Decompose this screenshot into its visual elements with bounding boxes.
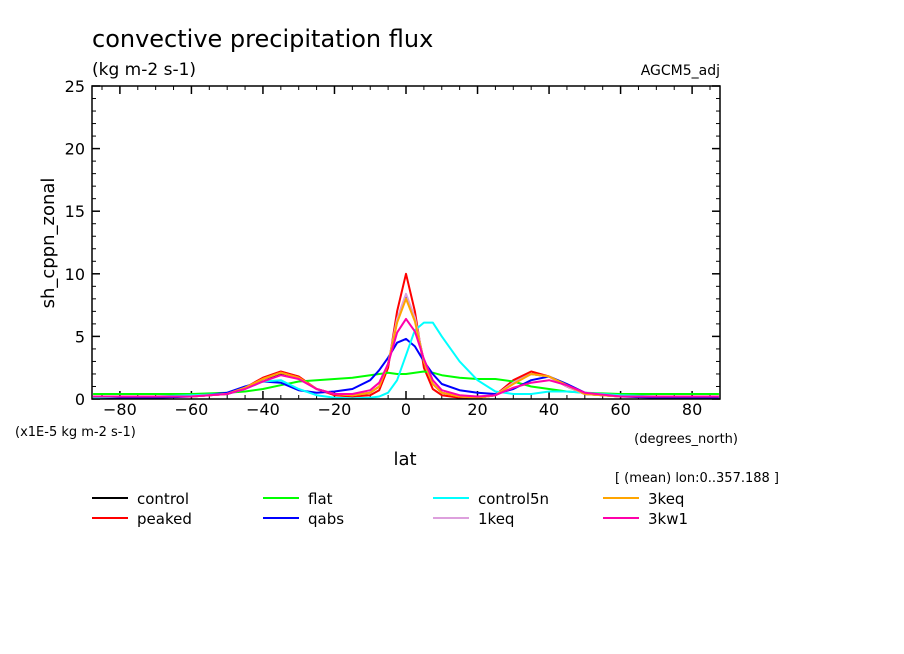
series-line-3keq bbox=[93, 297, 719, 399]
y-scale-note: (x1E-5 kg m-2 s-1) bbox=[15, 425, 136, 440]
y-axis-label: sh_cppn_zonal bbox=[38, 178, 59, 309]
legend: control flat control5n 3keq peaked qabs 1keq 3k… bbox=[92, 490, 688, 528]
legend-item-3kw1: 3kw1 bbox=[603, 510, 688, 528]
y-tick-label: 0 bbox=[75, 390, 85, 409]
x-tick-label: 40 bbox=[539, 400, 559, 419]
x-tick-label: 60 bbox=[610, 400, 630, 419]
x-tick-label: 20 bbox=[467, 400, 487, 419]
subset-note: [ (mean) lon:0..357.188 ] bbox=[615, 471, 779, 486]
legend-label: peaked bbox=[137, 510, 192, 528]
x-axis-label: lat bbox=[393, 449, 416, 470]
legend-item-flat: flat bbox=[263, 490, 333, 508]
legend-label: 3kw1 bbox=[648, 510, 688, 528]
axes: 0 5 10 15 20 25 −80 −60 −40 −20 0 20 40 60 80 bbox=[65, 77, 720, 419]
series-line-peaked bbox=[93, 272, 719, 399]
dataset-label: AGCM5_adj bbox=[641, 63, 720, 79]
y-tick-label: 20 bbox=[65, 140, 85, 159]
y-tick-label: 25 bbox=[65, 77, 85, 96]
chart-title: convective precipitation flux bbox=[92, 25, 433, 53]
x-units-label: (degrees_north) bbox=[634, 432, 738, 447]
x-tick-label: −80 bbox=[103, 400, 137, 419]
x-tick-label: −60 bbox=[175, 400, 209, 419]
series-line-3kw1 bbox=[93, 317, 719, 398]
legend-label: flat bbox=[308, 490, 333, 508]
legend-label: 3keq bbox=[648, 490, 684, 508]
y-tick-label: 5 bbox=[75, 327, 85, 346]
x-tick-label: 80 bbox=[682, 400, 702, 419]
x-tick-label: −40 bbox=[246, 400, 280, 419]
y-tick-label: 15 bbox=[65, 202, 85, 221]
series-lines bbox=[93, 272, 719, 400]
y-tick-label: 10 bbox=[65, 265, 85, 284]
legend-item-control: control bbox=[92, 490, 189, 508]
legend-item-3keq: 3keq bbox=[603, 490, 684, 508]
series-line-control bbox=[93, 295, 719, 399]
legend-label: qabs bbox=[308, 510, 344, 528]
series-line-1keq bbox=[93, 292, 719, 399]
legend-item-1keq: 1keq bbox=[433, 510, 514, 528]
legend-label: control bbox=[137, 490, 189, 508]
x-tick-label: 0 bbox=[401, 400, 411, 419]
series-line-qabs bbox=[93, 337, 719, 399]
legend-item-peaked: peaked bbox=[92, 510, 192, 528]
legend-item-qabs: qabs bbox=[263, 510, 344, 528]
plot-frame bbox=[91, 85, 721, 400]
legend-label: 1keq bbox=[478, 510, 514, 528]
legend-item-control5n: control5n bbox=[433, 490, 549, 508]
chart-units: (kg m-2 s-1) bbox=[92, 60, 196, 80]
x-tick-label: −20 bbox=[318, 400, 352, 419]
legend-label: control5n bbox=[478, 490, 549, 508]
series-line-flat bbox=[93, 370, 719, 395]
series-line-control5n bbox=[93, 321, 719, 400]
